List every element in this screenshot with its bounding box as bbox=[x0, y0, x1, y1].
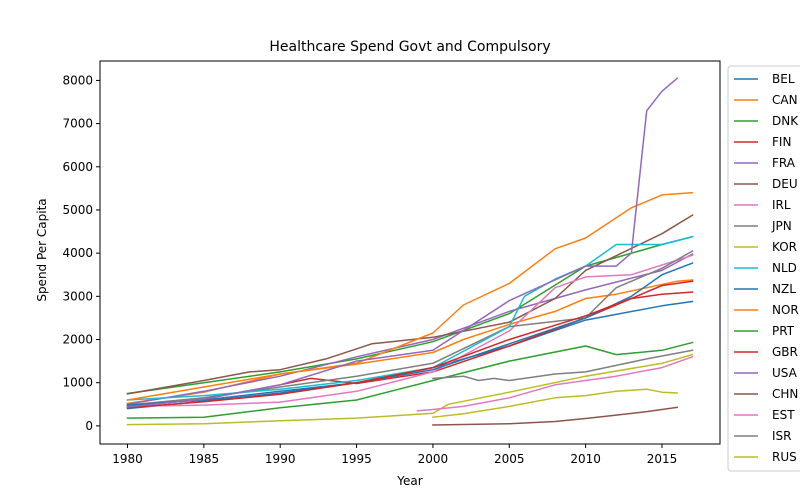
legend-label-nld: NLD bbox=[772, 261, 797, 275]
x-tick-label: 2000 bbox=[418, 452, 449, 466]
y-tick-label: 8000 bbox=[62, 73, 93, 87]
legend-label-prt: PRT bbox=[772, 324, 795, 338]
legend-label-est: EST bbox=[772, 408, 795, 422]
legend-label-can: CAN bbox=[772, 93, 798, 107]
y-tick-label: 7000 bbox=[62, 117, 93, 131]
series-line-est bbox=[416, 355, 694, 412]
series-line-usa bbox=[126, 77, 679, 408]
y-tick-label: 0 bbox=[85, 419, 93, 433]
series-line-gbr bbox=[126, 291, 694, 409]
y-axis-label: Spend Per Capita bbox=[35, 198, 49, 301]
series-line-nld bbox=[126, 235, 694, 401]
y-tick-label: 2000 bbox=[62, 333, 93, 347]
series-line-chn bbox=[432, 406, 679, 426]
x-tick-label: 1980 bbox=[112, 452, 143, 466]
legend-label-irl: IRL bbox=[772, 198, 791, 212]
x-tick-label: 1985 bbox=[189, 452, 220, 466]
legend-label-kor: KOR bbox=[772, 240, 797, 254]
x-tick-label: 1990 bbox=[265, 452, 296, 466]
x-tick-label: 2010 bbox=[570, 452, 601, 466]
legend: BEL CAN DNK FIN FRA DEU IRL JPN KOR NLD NZL NOR PRT G… bbox=[727, 65, 800, 472]
legend-label-dnk: DNK bbox=[772, 114, 799, 128]
y-tick-label: 3000 bbox=[62, 289, 93, 303]
chart-title: Healthcare Spend Govt and Compulsory bbox=[269, 39, 550, 55]
y-tick-label: 6000 bbox=[62, 160, 93, 174]
x-tick-label: 2015 bbox=[647, 452, 678, 466]
y-tick-label: 5000 bbox=[62, 203, 93, 217]
legend-label-chn: CHN bbox=[772, 387, 798, 401]
legend-label-bel: BEL bbox=[772, 72, 795, 86]
legend-label-usa: USA bbox=[772, 366, 798, 380]
axes-frame bbox=[99, 60, 721, 445]
legend-box bbox=[727, 65, 800, 472]
series-line-nzl bbox=[126, 262, 694, 406]
legend-label-fin: FIN bbox=[772, 135, 791, 149]
y-tick-label: 1000 bbox=[62, 376, 93, 390]
legend-label-gbr: GBR bbox=[772, 345, 798, 359]
series-line-irl bbox=[126, 254, 694, 408]
series-line-isr bbox=[432, 349, 694, 382]
x-axis-label: Year bbox=[396, 474, 422, 488]
plot-area: 1980 1985 1990 1995 2000 2005 2010 2015 0 1000 200… bbox=[62, 60, 721, 466]
x-tick-label: 1995 bbox=[341, 452, 372, 466]
series-line-deu bbox=[126, 214, 694, 395]
legend-label-nzl: NZL bbox=[772, 282, 796, 296]
y-tick-label: 4000 bbox=[62, 246, 93, 260]
series-line-dnk bbox=[126, 235, 694, 395]
x-tick-label: 2005 bbox=[494, 452, 525, 466]
legend-label-rus: RUS bbox=[772, 450, 797, 464]
legend-label-fra: FRA bbox=[772, 156, 796, 170]
legend-label-jpn: JPN bbox=[771, 219, 792, 233]
legend-label-deu: DEU bbox=[772, 177, 798, 191]
series-line-rus bbox=[432, 388, 678, 419]
legend-label-nor: NOR bbox=[772, 303, 799, 317]
legend-label-isr: ISR bbox=[772, 429, 792, 443]
series-line-prt bbox=[126, 341, 694, 419]
series-line-fra bbox=[126, 252, 694, 406]
